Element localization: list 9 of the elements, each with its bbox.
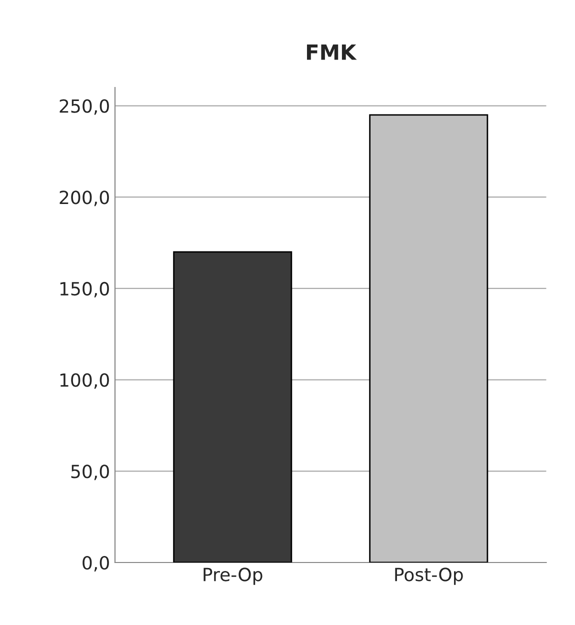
chart-title: FMK — [306, 44, 357, 60]
y-tick-label: 50,0 — [71, 464, 109, 480]
x-tick-label: Post-Op — [395, 568, 463, 585]
y-tick-label: 100,0 — [60, 373, 109, 389]
y-tick-label: 250,0 — [60, 99, 109, 115]
x-tick-label: Pre-Op — [204, 568, 262, 585]
y-tick-label: 200,0 — [60, 190, 109, 206]
y-tick-label: 0,0 — [82, 556, 109, 572]
y-tick-label: 150,0 — [60, 282, 109, 298]
